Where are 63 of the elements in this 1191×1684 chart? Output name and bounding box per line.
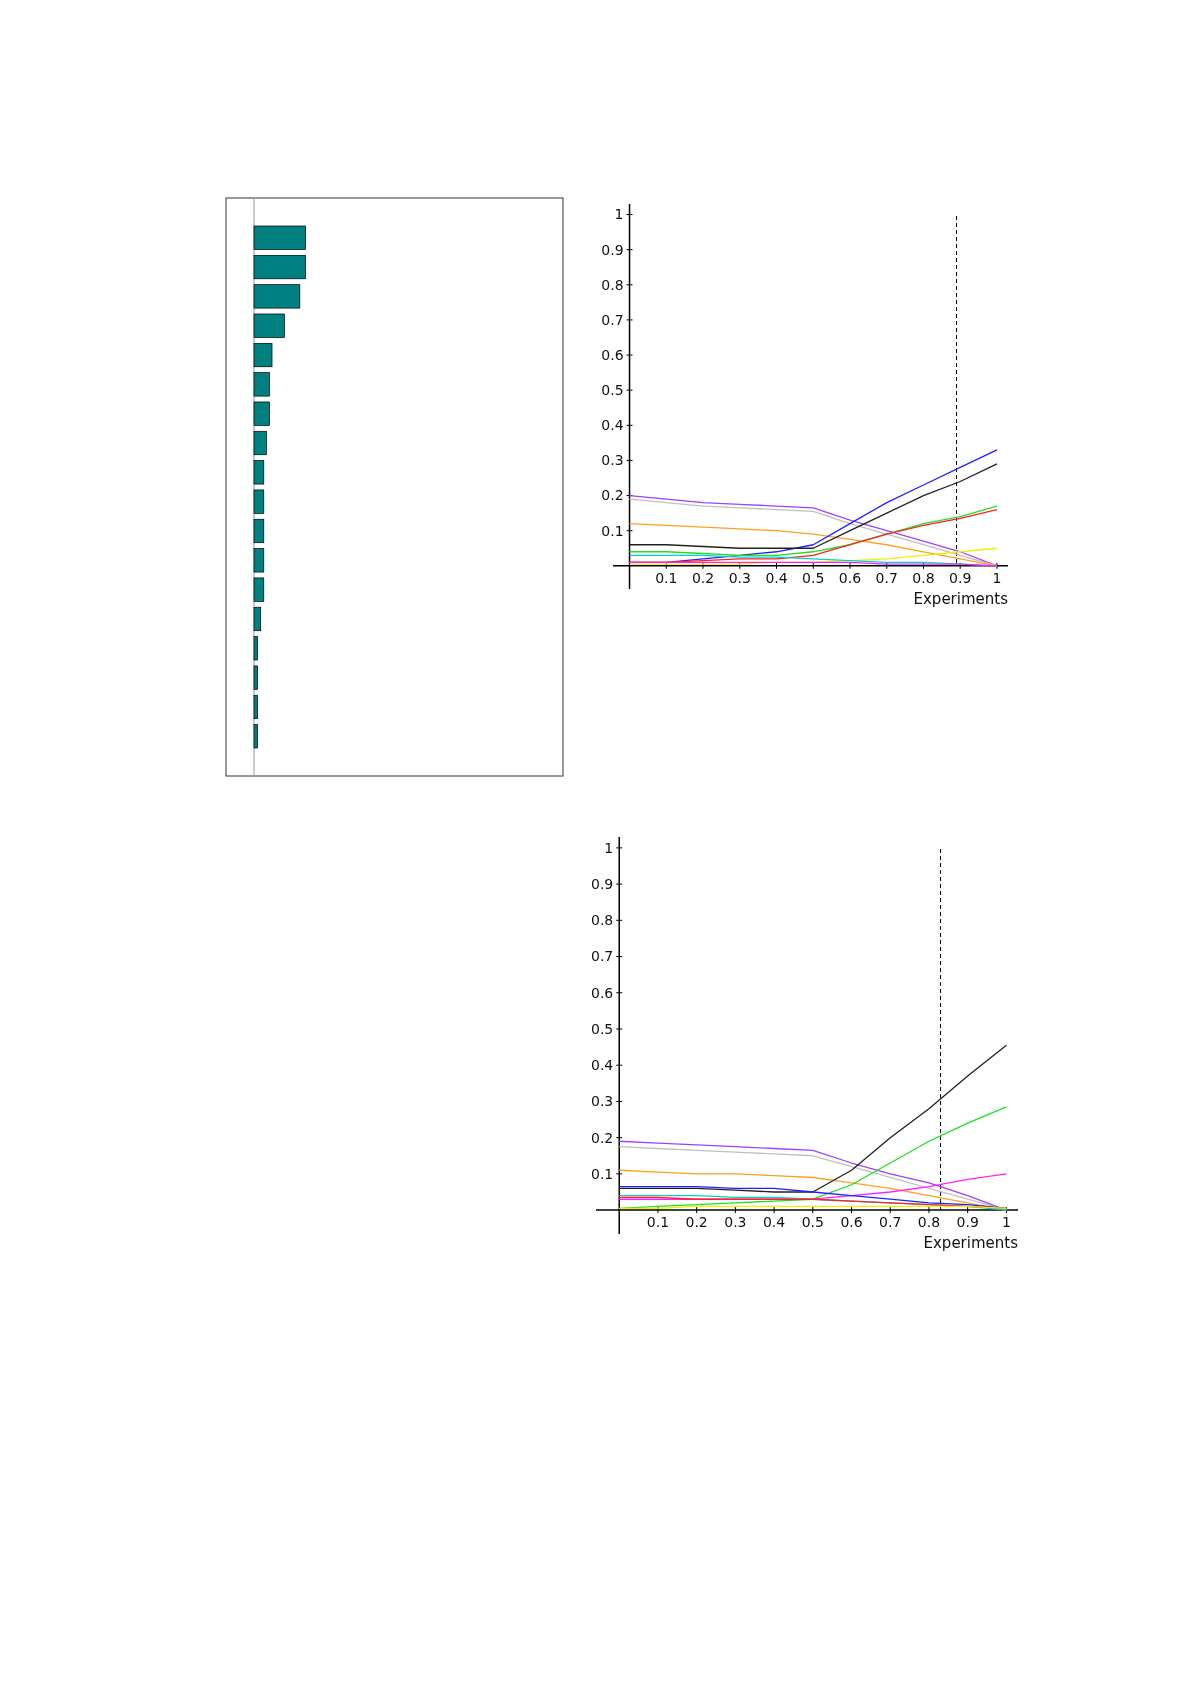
y-tick-label: 0.8	[590, 912, 614, 929]
x-tick-label: 0.9	[956, 1214, 979, 1231]
x-tick-label: 0.9	[949, 569, 972, 586]
bar	[253, 372, 270, 397]
y-tick-label: 1	[614, 206, 624, 223]
y-tick-label: 0.8	[601, 276, 624, 293]
x-tick-label: 0.5	[801, 1214, 824, 1231]
x-tick-label: 0.8	[917, 1214, 941, 1231]
bar	[253, 518, 265, 544]
bar	[253, 548, 265, 573]
y-tick-label: 0.9	[601, 241, 624, 258]
x-tick-label: 0.4	[765, 569, 788, 586]
y-tick-label: 0.6	[590, 984, 614, 1001]
y-tick-label: 1	[604, 839, 614, 856]
x-tick-label: 1	[1001, 1214, 1011, 1231]
bar	[253, 724, 258, 749]
x-tick-label: 0.7	[879, 1214, 902, 1231]
bar	[253, 401, 270, 426]
bar	[253, 313, 285, 338]
bar	[253, 460, 265, 485]
bar	[253, 342, 273, 368]
x-tick-label: 0.3	[728, 569, 751, 586]
x-tick-label: 0.7	[875, 569, 898, 586]
y-tick-label: 0.1	[590, 1165, 614, 1182]
bar	[253, 636, 258, 661]
bar	[253, 665, 258, 690]
y-tick-label: 0.5	[601, 382, 624, 399]
bar	[253, 254, 306, 280]
line-series	[618, 1185, 1008, 1209]
x-axis-title: Experiments	[923, 1234, 1019, 1253]
line-series	[618, 1044, 1008, 1193]
y-tick-label: 0.1	[601, 522, 624, 539]
y-tick-label: 0.6	[601, 346, 624, 363]
x-tick-label: 1	[992, 569, 1002, 586]
y-tick-label: 0.3	[590, 1093, 614, 1110]
y-tick-label: 0.3	[601, 452, 624, 469]
x-axis-title: Experiments	[913, 589, 1009, 608]
x-tick-label: 0.2	[691, 569, 715, 586]
x-tick-label: 0.5	[802, 569, 825, 586]
bar	[253, 430, 267, 456]
bar	[253, 225, 306, 250]
x-tick-label: 0.1	[646, 1214, 670, 1231]
y-tick-label: 0.4	[590, 1057, 614, 1074]
y-tick-label: 0.2	[601, 487, 624, 504]
y-tick-label: 0.7	[590, 948, 614, 965]
x-tick-label: 0.2	[685, 1214, 708, 1231]
bar	[253, 577, 265, 602]
x-tick-label: 0.8	[912, 569, 935, 586]
line-series	[628, 463, 998, 549]
x-tick-label: 0.6	[840, 1214, 863, 1231]
y-tick-label: 0.9	[590, 875, 614, 892]
y-tick-label: 0.5	[590, 1020, 614, 1037]
bar	[253, 284, 301, 309]
bar	[253, 606, 262, 632]
x-tick-label: 0.6	[838, 569, 862, 586]
x-tick-label: 0.1	[655, 569, 678, 586]
x-tick-label: 0.3	[724, 1214, 747, 1231]
x-tick-label: 0.4	[762, 1214, 786, 1231]
y-tick-label: 0.4	[601, 417, 624, 434]
bar	[253, 694, 258, 720]
bar	[253, 489, 265, 514]
y-tick-label: 0.2	[590, 1129, 614, 1146]
y-tick-label: 0.7	[601, 311, 624, 328]
